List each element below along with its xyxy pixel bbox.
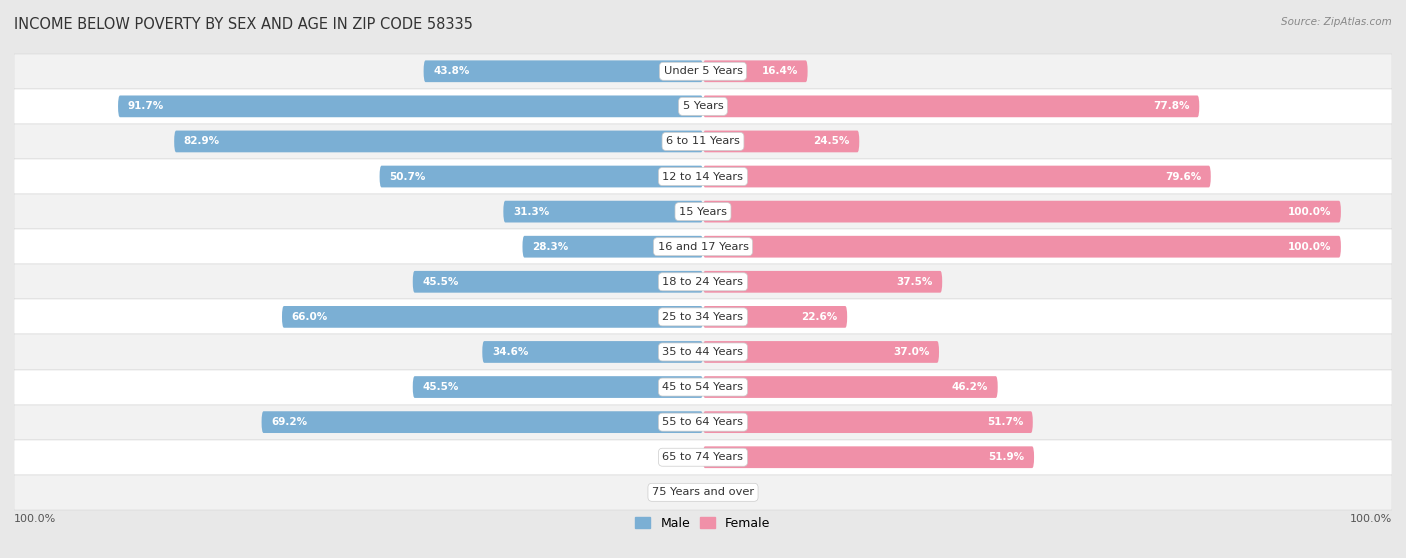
- FancyBboxPatch shape: [14, 194, 1392, 229]
- FancyBboxPatch shape: [14, 229, 1392, 264]
- Text: 100.0%: 100.0%: [1288, 206, 1331, 217]
- Text: 51.7%: 51.7%: [987, 417, 1024, 427]
- Text: Source: ZipAtlas.com: Source: ZipAtlas.com: [1281, 17, 1392, 27]
- FancyBboxPatch shape: [262, 411, 703, 433]
- FancyBboxPatch shape: [703, 60, 807, 82]
- FancyBboxPatch shape: [14, 440, 1392, 475]
- FancyBboxPatch shape: [413, 376, 703, 398]
- Text: 79.6%: 79.6%: [1166, 171, 1201, 181]
- Text: 12 to 14 Years: 12 to 14 Years: [662, 171, 744, 181]
- Text: INCOME BELOW POVERTY BY SEX AND AGE IN ZIP CODE 58335: INCOME BELOW POVERTY BY SEX AND AGE IN Z…: [14, 17, 472, 32]
- FancyBboxPatch shape: [14, 334, 1392, 369]
- Text: 31.3%: 31.3%: [513, 206, 550, 217]
- FancyBboxPatch shape: [503, 201, 703, 223]
- Text: 55 to 64 Years: 55 to 64 Years: [662, 417, 744, 427]
- FancyBboxPatch shape: [14, 405, 1392, 440]
- Legend: Male, Female: Male, Female: [630, 512, 776, 535]
- Text: 0.0%: 0.0%: [673, 452, 700, 462]
- FancyBboxPatch shape: [14, 159, 1392, 194]
- FancyBboxPatch shape: [703, 95, 1199, 117]
- FancyBboxPatch shape: [14, 54, 1392, 89]
- Text: 51.9%: 51.9%: [988, 452, 1025, 462]
- FancyBboxPatch shape: [14, 369, 1392, 405]
- FancyBboxPatch shape: [703, 446, 1033, 468]
- FancyBboxPatch shape: [174, 131, 703, 152]
- FancyBboxPatch shape: [14, 475, 1392, 510]
- Text: 77.8%: 77.8%: [1153, 102, 1189, 112]
- Text: 22.6%: 22.6%: [801, 312, 838, 322]
- Text: 16.4%: 16.4%: [762, 66, 799, 76]
- Text: 45.5%: 45.5%: [422, 382, 458, 392]
- FancyBboxPatch shape: [14, 299, 1392, 334]
- Text: 45.5%: 45.5%: [422, 277, 458, 287]
- FancyBboxPatch shape: [703, 306, 848, 328]
- Text: 6 to 11 Years: 6 to 11 Years: [666, 137, 740, 146]
- Text: 91.7%: 91.7%: [128, 102, 165, 112]
- Text: 45 to 54 Years: 45 to 54 Years: [662, 382, 744, 392]
- FancyBboxPatch shape: [703, 131, 859, 152]
- Text: 46.2%: 46.2%: [952, 382, 988, 392]
- FancyBboxPatch shape: [703, 341, 939, 363]
- FancyBboxPatch shape: [703, 236, 1341, 258]
- FancyBboxPatch shape: [703, 271, 942, 292]
- FancyBboxPatch shape: [14, 124, 1392, 159]
- Text: 37.5%: 37.5%: [896, 277, 932, 287]
- Text: 35 to 44 Years: 35 to 44 Years: [662, 347, 744, 357]
- Text: 82.9%: 82.9%: [184, 137, 219, 146]
- FancyBboxPatch shape: [14, 264, 1392, 299]
- FancyBboxPatch shape: [703, 411, 1033, 433]
- FancyBboxPatch shape: [423, 60, 703, 82]
- Text: 16 and 17 Years: 16 and 17 Years: [658, 242, 748, 252]
- Text: 69.2%: 69.2%: [271, 417, 308, 427]
- FancyBboxPatch shape: [482, 341, 703, 363]
- Text: 100.0%: 100.0%: [1350, 513, 1392, 523]
- Text: 43.8%: 43.8%: [433, 66, 470, 76]
- FancyBboxPatch shape: [380, 166, 703, 187]
- Text: Under 5 Years: Under 5 Years: [664, 66, 742, 76]
- FancyBboxPatch shape: [283, 306, 703, 328]
- Text: 37.0%: 37.0%: [893, 347, 929, 357]
- Text: 100.0%: 100.0%: [14, 513, 56, 523]
- Text: 66.0%: 66.0%: [291, 312, 328, 322]
- Text: 50.7%: 50.7%: [389, 171, 426, 181]
- FancyBboxPatch shape: [523, 236, 703, 258]
- Text: 15 Years: 15 Years: [679, 206, 727, 217]
- Text: 28.3%: 28.3%: [531, 242, 568, 252]
- FancyBboxPatch shape: [118, 95, 703, 117]
- Text: 75 Years and over: 75 Years and over: [652, 487, 754, 497]
- FancyBboxPatch shape: [14, 89, 1392, 124]
- FancyBboxPatch shape: [703, 376, 998, 398]
- FancyBboxPatch shape: [413, 271, 703, 292]
- Text: 18 to 24 Years: 18 to 24 Years: [662, 277, 744, 287]
- Text: 5 Years: 5 Years: [683, 102, 723, 112]
- Text: 34.6%: 34.6%: [492, 347, 529, 357]
- FancyBboxPatch shape: [703, 166, 1211, 187]
- Text: 100.0%: 100.0%: [1288, 242, 1331, 252]
- Text: 65 to 74 Years: 65 to 74 Years: [662, 452, 744, 462]
- Text: 0.0%: 0.0%: [706, 487, 733, 497]
- Text: 25 to 34 Years: 25 to 34 Years: [662, 312, 744, 322]
- Text: 24.5%: 24.5%: [813, 137, 849, 146]
- FancyBboxPatch shape: [703, 201, 1341, 223]
- Text: 0.0%: 0.0%: [673, 487, 700, 497]
